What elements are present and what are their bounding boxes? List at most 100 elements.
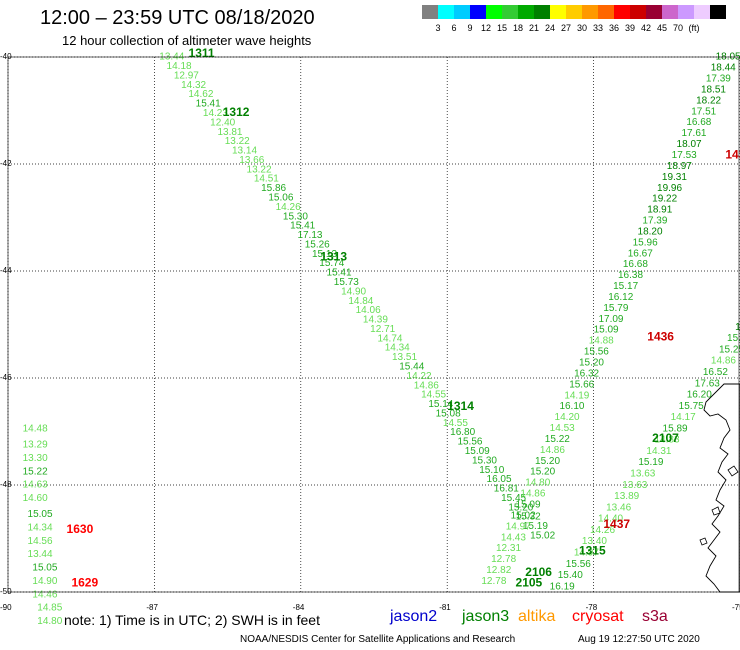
latitude-tick-label: -46 bbox=[0, 373, 12, 382]
legend-jason3: jason3 bbox=[462, 608, 510, 625]
swh-value-track-2105: 19.22 bbox=[652, 194, 677, 205]
colorbar-swatch bbox=[694, 5, 710, 19]
pass-time-label: 1435 bbox=[725, 148, 740, 162]
colorbar-swatch bbox=[630, 5, 646, 19]
swh-value-track-2105: 17.53 bbox=[672, 150, 697, 161]
swh-value-cryosat: 14.56 bbox=[28, 536, 53, 547]
coastline-islands bbox=[699, 465, 739, 546]
longitude-tick-label: -75 bbox=[732, 603, 740, 612]
swh-value-track-1311: 15.13 bbox=[312, 249, 337, 260]
swh-value-cryosat: 14.46 bbox=[32, 589, 57, 600]
swh-value-track-1311: 13.14 bbox=[232, 146, 257, 157]
generated-timestamp: Aug 19 12:27:50 UTC 2020 bbox=[578, 634, 700, 645]
colorbar-swatch bbox=[486, 5, 502, 19]
swh-value-track-2105: 15.20 bbox=[530, 467, 555, 478]
swh-value-track-2106: 15.56 bbox=[566, 559, 591, 570]
swh-value-track-1311: 15.14 bbox=[428, 399, 453, 410]
swh-value-track-2105: 12.78 bbox=[481, 576, 506, 587]
swh-value-track-1311: 14.62 bbox=[188, 89, 213, 100]
map-frame bbox=[7, 56, 740, 593]
swh-value-track-2105: 15.20 bbox=[579, 358, 604, 369]
swh-value-track-1311: 12.71 bbox=[370, 324, 395, 335]
swh-value-track-2105: 15.09 bbox=[594, 325, 619, 336]
swh-value-track-2106: 13.89 bbox=[614, 491, 639, 502]
colorbar-swatch bbox=[582, 5, 598, 19]
swh-value-track-1311: 14.39 bbox=[363, 315, 388, 326]
swh-value-track-1311: 14.22 bbox=[407, 371, 432, 382]
swh-value-track-1311: 15.06 bbox=[268, 193, 293, 204]
swh-value-track-2105: 16.12 bbox=[608, 292, 633, 303]
swh-value-cryosat: 13.44 bbox=[28, 549, 53, 560]
swh-value-track-2105: 12.78 bbox=[491, 554, 516, 565]
swh-value-track-2106: 15.25 bbox=[719, 344, 740, 355]
swh-value-track-2105: 14.86 bbox=[520, 489, 545, 500]
swh-value-track-1311: 13.22 bbox=[247, 164, 272, 175]
swh-value-track-2105: 18.07 bbox=[677, 139, 702, 150]
swh-value-track-1311: 14.26 bbox=[276, 202, 301, 213]
swh-value-track-1311: 17.13 bbox=[297, 230, 322, 241]
swh-value-track-2105: 16.38 bbox=[618, 270, 643, 281]
swh-value-cryosat: 15.22 bbox=[23, 466, 48, 477]
swh-value-track-1311: 15.26 bbox=[305, 239, 330, 250]
swh-value-track-2105: 14.19 bbox=[564, 390, 589, 401]
swh-value-track-1311: 12.97 bbox=[174, 70, 199, 81]
swh-value-track-1311: 15.30 bbox=[472, 455, 497, 466]
swh-value-cryosat: 13.30 bbox=[23, 453, 48, 464]
swh-value-cryosat: 14.80 bbox=[37, 616, 62, 627]
longitude-tick-label: -78 bbox=[585, 603, 598, 612]
swh-value-track-1311: 15.56 bbox=[457, 437, 482, 448]
swh-value-track-2105: 12.82 bbox=[486, 565, 511, 576]
swh-value-track-1311: 13.66 bbox=[239, 155, 264, 166]
swh-value-track-2105: 18.91 bbox=[647, 205, 672, 216]
pass-time-label: 2107 bbox=[652, 431, 679, 445]
swh-value-track-2106: 17.63 bbox=[695, 378, 720, 389]
swh-value-track-1311: 15.32 bbox=[516, 512, 541, 523]
swh-value-track-1311: 15.73 bbox=[334, 277, 359, 288]
colorbar-swatch bbox=[470, 5, 486, 19]
swh-value-track-1311: 14.55 bbox=[421, 390, 446, 401]
pass-time-label: 2106 bbox=[525, 565, 552, 579]
swh-value-track-1311: 15.19 bbox=[523, 521, 548, 532]
swh-value-track-2105: 14.86 bbox=[540, 445, 565, 456]
swh-value-track-1311: 15.30 bbox=[283, 211, 308, 222]
longitude-tick-label: -81 bbox=[439, 603, 451, 612]
swh-value-track-2105: 17.39 bbox=[642, 216, 667, 227]
swh-value-track-1311: 14.55 bbox=[443, 418, 468, 429]
swh-value-track-1311: 15.41 bbox=[327, 268, 352, 279]
colorbar-swatch bbox=[662, 5, 678, 19]
swh-value-track-2105: 15.09 bbox=[516, 500, 541, 511]
swh-value-track-1311: 13.51 bbox=[392, 352, 417, 363]
pass-time-label: 1315 bbox=[579, 544, 606, 558]
swh-value-track-1311: 16.81 bbox=[494, 484, 519, 495]
swh-value-track-2105: 17.61 bbox=[681, 128, 706, 139]
pass-time-label: 1314 bbox=[447, 399, 474, 413]
colorbar-swatch bbox=[550, 5, 566, 19]
swh-value-track-2106: 13.46 bbox=[606, 502, 631, 513]
latitude-tick-label: -50 bbox=[0, 587, 12, 596]
latitude-tick-label: -48 bbox=[0, 480, 12, 489]
legend-jason2: jason2 bbox=[390, 608, 438, 625]
swh-value-track-1311: 14.84 bbox=[348, 296, 373, 307]
swh-value-track-1311: 15.02 bbox=[530, 531, 555, 542]
swh-value-track-2106: 14.97 bbox=[574, 547, 599, 558]
colorbar-label: 3 bbox=[435, 23, 441, 33]
colorbar-label: 27 bbox=[560, 23, 571, 33]
swh-value-track-2106: 13.40 bbox=[582, 536, 607, 547]
swh-value-track-2106: 15.75 bbox=[679, 401, 704, 412]
pass-time-label: 1437 bbox=[603, 517, 630, 531]
swh-value-track-1311: 14.74 bbox=[377, 333, 402, 344]
coastline bbox=[703, 383, 740, 593]
swh-value-track-2105: 15.66 bbox=[569, 379, 594, 390]
colorbar-label: 18 bbox=[512, 23, 523, 33]
colorbar-label: 70 bbox=[672, 23, 683, 33]
swh-value-track-2105: 19.96 bbox=[657, 183, 682, 194]
colorbar-swatch bbox=[614, 5, 630, 19]
swh-value-track-1311: 14.51 bbox=[254, 174, 279, 185]
colorbar-label: (ft) bbox=[688, 23, 700, 33]
colorbar-label: 15 bbox=[496, 23, 507, 33]
legend-altika: altika bbox=[518, 608, 556, 625]
swh-value-track-1311: 15.20 bbox=[508, 502, 533, 513]
swh-value-track-2105: 18.51 bbox=[701, 84, 726, 95]
swh-value-track-2105: 16.68 bbox=[686, 117, 711, 128]
colorbar-swatch bbox=[710, 5, 726, 19]
